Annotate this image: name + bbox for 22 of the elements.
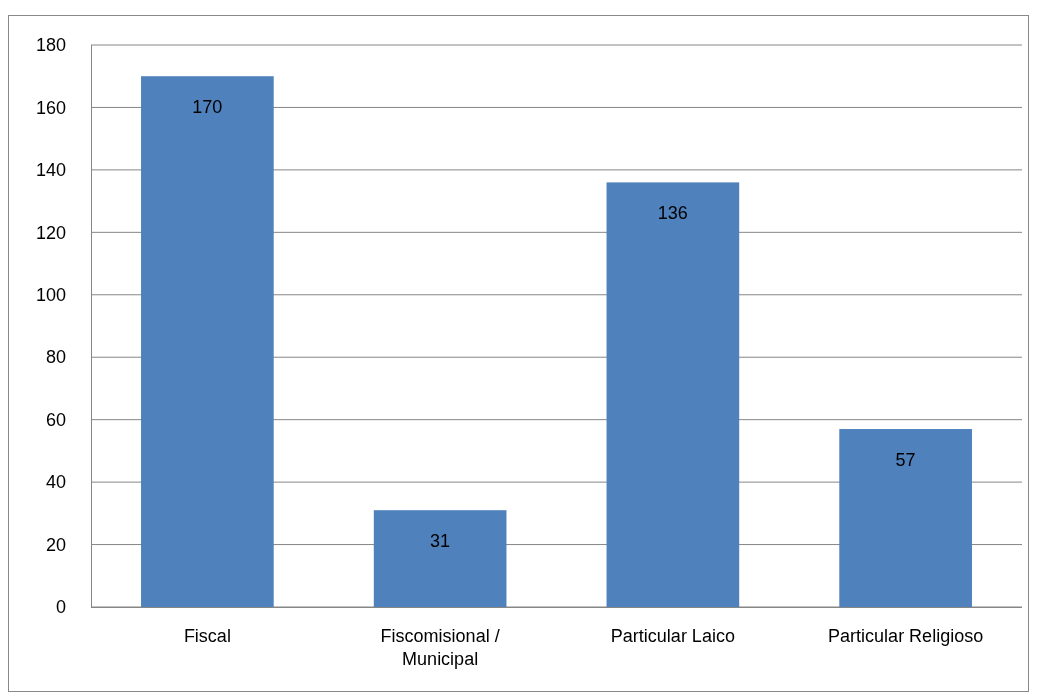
y-tick-label: 60 — [45, 409, 66, 430]
bar — [606, 182, 740, 607]
y-tick-label: 100 — [35, 285, 66, 306]
y-tick-label: 160 — [35, 97, 66, 118]
y-tick-label: 180 — [35, 35, 66, 56]
x-tick-label: Particular Religioso — [828, 625, 984, 646]
y-tick-label: 140 — [35, 160, 66, 181]
y-tick-label: 40 — [45, 472, 66, 493]
data-label: 31 — [430, 531, 451, 552]
x-tick-label: Fiscal — [183, 625, 231, 646]
data-label: 57 — [895, 450, 916, 471]
x-tick-label: Fiscomisional / Municipal — [380, 625, 500, 670]
bar — [373, 510, 507, 607]
data-label: 170 — [192, 97, 223, 118]
y-tick-label: 0 — [55, 597, 66, 618]
data-label: 136 — [657, 203, 688, 224]
x-tick-label: Particular Laico — [610, 625, 735, 646]
y-tick-label: 20 — [45, 534, 66, 555]
bar — [839, 429, 972, 607]
bar — [141, 76, 274, 607]
y-tick-label: 120 — [35, 222, 66, 243]
y-tick-label: 80 — [45, 347, 66, 368]
